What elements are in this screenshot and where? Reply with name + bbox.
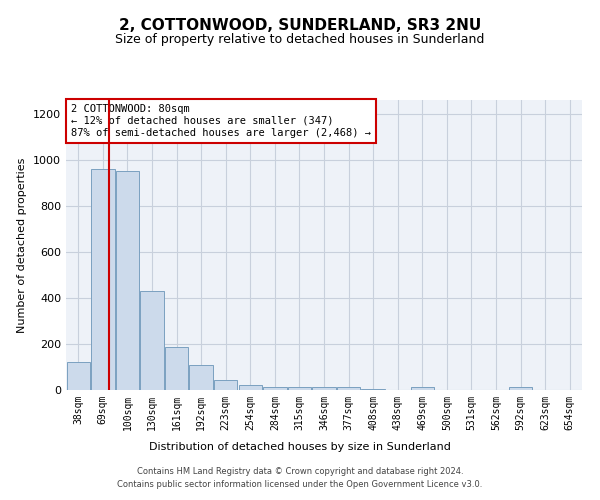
Bar [67,362,90,390]
Bar [239,386,262,390]
Text: 2, COTTONWOOD, SUNDERLAND, SR3 2NU: 2, COTTONWOOD, SUNDERLAND, SR3 2NU [119,18,481,32]
Bar [116,172,139,390]
Bar [361,389,385,390]
Bar [288,386,311,390]
Bar [509,386,532,390]
Y-axis label: Number of detached properties: Number of detached properties [17,158,28,332]
Bar [214,380,238,390]
Text: Contains public sector information licensed under the Open Government Licence v3: Contains public sector information licen… [118,480,482,489]
Text: Distribution of detached houses by size in Sunderland: Distribution of detached houses by size … [149,442,451,452]
Bar [165,348,188,390]
Text: Size of property relative to detached houses in Sunderland: Size of property relative to detached ho… [115,32,485,46]
Bar [263,386,287,390]
Bar [337,386,360,390]
Bar [140,291,164,390]
Bar [190,364,213,390]
Bar [410,386,434,390]
Bar [313,386,335,390]
Text: Contains HM Land Registry data © Crown copyright and database right 2024.: Contains HM Land Registry data © Crown c… [137,468,463,476]
Bar [91,169,115,390]
Text: 2 COTTONWOOD: 80sqm
← 12% of detached houses are smaller (347)
87% of semi-detac: 2 COTTONWOOD: 80sqm ← 12% of detached ho… [71,104,371,138]
